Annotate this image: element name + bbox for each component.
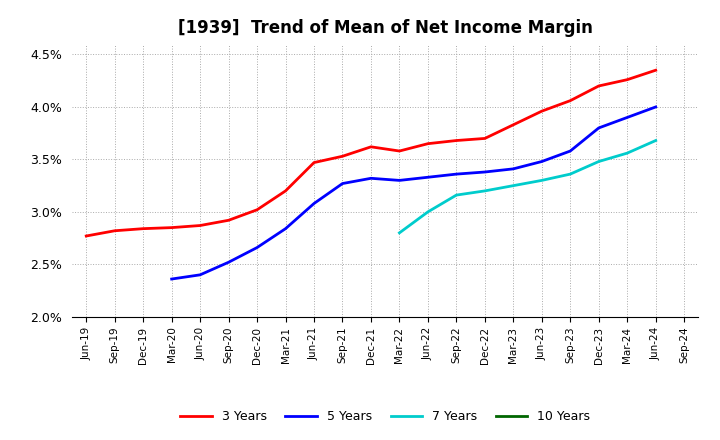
5 Years — [225, 260, 233, 265]
3 Years — [509, 122, 518, 128]
5 Years — [366, 176, 375, 181]
3 Years — [139, 226, 148, 231]
Line: 5 Years: 5 Years — [171, 107, 656, 279]
5 Years — [652, 104, 660, 110]
3 Years — [395, 148, 404, 154]
5 Years — [196, 272, 204, 278]
3 Years — [282, 188, 290, 194]
5 Years — [452, 172, 461, 177]
Title: [1939]  Trend of Mean of Net Income Margin: [1939] Trend of Mean of Net Income Margi… — [178, 19, 593, 37]
5 Years — [282, 226, 290, 231]
7 Years — [595, 159, 603, 164]
7 Years — [652, 138, 660, 143]
7 Years — [509, 183, 518, 188]
7 Years — [423, 209, 432, 215]
7 Years — [480, 188, 489, 194]
5 Years — [509, 166, 518, 172]
5 Years — [537, 159, 546, 164]
7 Years — [395, 230, 404, 235]
7 Years — [623, 150, 631, 156]
5 Years — [623, 115, 631, 120]
3 Years — [366, 144, 375, 150]
Legend: 3 Years, 5 Years, 7 Years, 10 Years: 3 Years, 5 Years, 7 Years, 10 Years — [176, 405, 595, 428]
5 Years — [423, 175, 432, 180]
3 Years — [595, 83, 603, 88]
3 Years — [423, 141, 432, 147]
5 Years — [310, 201, 318, 206]
3 Years — [452, 138, 461, 143]
3 Years — [566, 98, 575, 103]
3 Years — [196, 223, 204, 228]
Line: 7 Years: 7 Years — [400, 140, 656, 233]
5 Years — [480, 169, 489, 175]
3 Years — [310, 160, 318, 165]
3 Years — [110, 228, 119, 233]
3 Years — [225, 218, 233, 223]
Line: 3 Years: 3 Years — [86, 70, 656, 236]
5 Years — [395, 178, 404, 183]
7 Years — [452, 192, 461, 198]
5 Years — [595, 125, 603, 131]
7 Years — [566, 172, 575, 177]
5 Years — [338, 181, 347, 186]
5 Years — [167, 276, 176, 282]
5 Years — [566, 148, 575, 154]
3 Years — [253, 207, 261, 213]
3 Years — [82, 233, 91, 238]
7 Years — [537, 178, 546, 183]
3 Years — [623, 77, 631, 82]
3 Years — [537, 109, 546, 114]
3 Years — [338, 154, 347, 159]
3 Years — [480, 136, 489, 141]
5 Years — [253, 245, 261, 250]
3 Years — [652, 68, 660, 73]
3 Years — [167, 225, 176, 230]
